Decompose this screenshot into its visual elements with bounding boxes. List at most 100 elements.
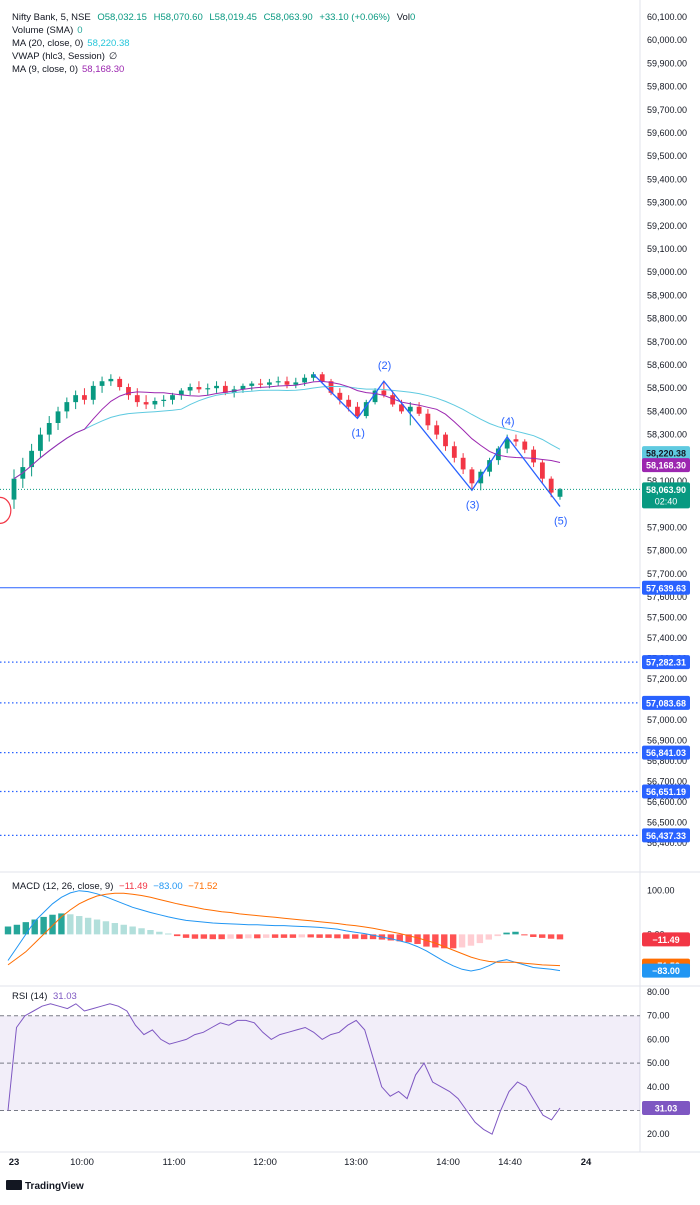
macd-histogram-bar [236,934,243,939]
macd-label: MACD (12, 26, close, 9) [12,881,114,892]
price-tick-label: 59,400.00 [647,174,687,184]
macd-histogram-bar [245,934,252,939]
candle-body [284,381,290,385]
macd-histogram-bar [173,934,181,937]
time-tick-label: 12:00 [253,1157,277,1168]
time-tick-label: 23 [9,1157,20,1168]
time-tick-label: 10:00 [70,1157,94,1168]
macd-histogram-bar [22,922,30,935]
wave-pattern-line [312,373,561,507]
price-tick-label: 58,900.00 [647,290,687,300]
level-price-label: 56,437.33 [646,831,686,841]
candle-body [170,395,175,400]
candle-body [126,387,131,396]
candle-body [390,395,396,405]
macd-histogram-bar [538,934,546,938]
macd-histogram-bar [254,934,261,939]
candle-body [328,381,334,393]
indicator-ma9[interactable]: MA (9, close, 0) 58,168.30 [12,63,124,76]
indicator-ma20[interactable]: MA (20, close, 0) 58,220.38 [12,37,130,50]
candle-body [495,448,501,461]
low-value: L58,019.45 [209,12,257,23]
price-tick-label: 57,000.00 [647,715,687,725]
rsi-tick-label: 70.00 [647,1011,670,1021]
macd-histogram-bar [467,934,475,946]
macd-histogram-bar [289,934,297,938]
wave-label: (4) [501,416,514,428]
price-tick-label: 57,200.00 [647,674,687,684]
candle-body [55,411,61,423]
candle-body [434,425,440,435]
candle-body [90,385,96,400]
wave-label: (5) [554,516,567,528]
macd-histogram-bar [49,914,56,935]
candle-body [346,399,352,407]
tradingview-logo-icon [6,1180,22,1190]
price-tick-label: 59,100.00 [647,244,687,254]
price-tick-label: 56,900.00 [647,736,687,746]
candle-body [73,395,79,403]
candle-body [407,406,413,412]
open-value: O58,032.15 [97,12,147,23]
symbol-label[interactable]: Nifty Bank, 5, NSE [12,12,91,23]
price-tick-label: 57,900.00 [647,522,687,532]
session-break-marker [0,496,12,524]
candle-body [46,423,52,435]
candle-body [337,392,343,400]
macd-histogram-bar [227,934,234,939]
macd-histogram-bar [298,934,306,938]
candle-body [504,439,510,449]
price-tick-label: 57,400.00 [647,633,687,643]
indicator-volume[interactable]: Volume (SMA) 0 [12,24,83,37]
price-tick-label: 59,200.00 [647,221,687,231]
macd-line-price-tag [642,963,690,978]
macd-hist-price-tag [642,932,690,947]
price-tick-label: 58,800.00 [647,314,687,324]
candle-body [196,387,202,390]
volume-value: 0 [409,12,416,23]
candle-body [311,374,316,378]
macd-histogram-bar [40,916,47,935]
level-price-tag [642,828,690,843]
level-price-tag [642,695,690,710]
candle-body [152,400,158,405]
macd-histogram-bar [405,934,412,943]
price-tick-label: 59,500.00 [647,151,687,161]
macd-line [7,890,561,972]
brand-label: TradingView [25,1181,84,1192]
tradingview-brand[interactable]: TradingView [6,1180,84,1192]
candle-body [469,469,475,484]
macd-line-price-label: −83.00 [652,966,680,976]
rsi-legend[interactable]: RSI (14) 31.03 [12,990,77,1003]
level-price-label: 57,282.31 [646,658,686,668]
candle-body [108,378,114,382]
macd-histogram-bar [530,934,537,937]
macd-signal-line [7,892,561,967]
macd-histogram-bar [111,923,119,935]
indicator-vwap[interactable]: VWAP (hlc3, Session) ∅ [12,50,117,63]
macd-legend[interactable]: MACD (12, 26, close, 9) −11.49 −83.00 −7… [12,880,218,893]
indicator-value: 0 [77,25,83,36]
price-tick-label: 56,400.00 [647,838,687,848]
candle-body [381,390,387,396]
candle-body [539,462,545,479]
close-value: C58,063.90 [263,12,313,23]
macd-histogram-bar [494,934,501,937]
macd-histogram-bar [547,934,555,939]
macd-histogram-bar [325,934,332,938]
price-tick-label: 58,600.00 [647,360,687,370]
rsi-price-tag [642,1101,690,1116]
price-tick-label: 56,700.00 [647,777,687,787]
indicator-label: Volume (SMA) [12,25,74,36]
macd-histogram-bar [441,934,448,949]
candle-body [214,385,219,389]
candle-body [117,378,123,388]
time-tick-label: 14:00 [436,1157,460,1168]
macd-histogram-bar [102,921,110,935]
level-price-label: 57,639.63 [646,583,686,593]
candle-body [266,382,272,385]
candle-body [99,381,105,386]
level-price-label: 56,841.03 [646,748,686,758]
price-tick-label: 58,100.00 [647,476,687,486]
